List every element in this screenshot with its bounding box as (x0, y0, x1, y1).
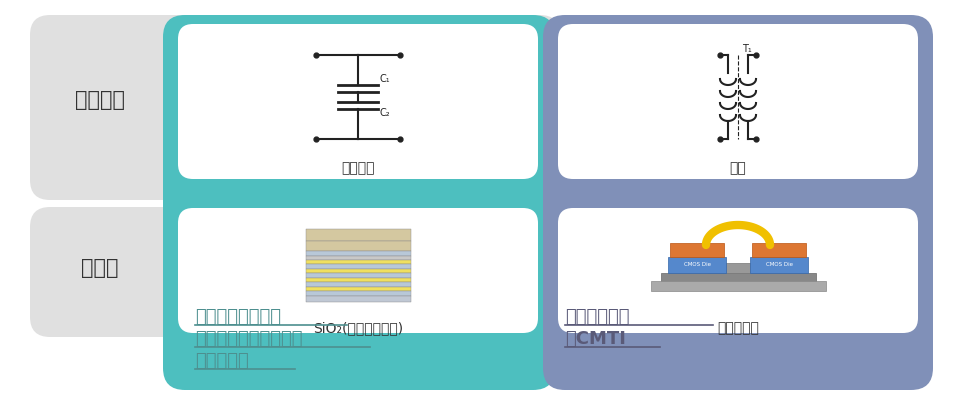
Text: 高速データレート: 高速データレート (195, 308, 281, 326)
Bar (306, 287, 411, 291)
Bar (670, 243, 724, 257)
FancyBboxPatch shape (30, 207, 560, 337)
Bar (306, 273, 411, 278)
FancyBboxPatch shape (163, 15, 555, 390)
Text: 結合方式: 結合方式 (75, 90, 125, 110)
Text: 高サージ耇圧: 高サージ耇圧 (565, 308, 630, 326)
Text: ポリイミド: ポリイミド (717, 321, 759, 335)
Text: Polyimide: Polyimide (725, 246, 752, 250)
Bar (668, 257, 726, 273)
Text: 絶縁材: 絶縁材 (82, 258, 119, 278)
FancyBboxPatch shape (178, 24, 538, 179)
Bar (306, 278, 411, 282)
Bar (750, 257, 808, 273)
Bar (306, 251, 411, 256)
Bar (661, 273, 816, 289)
Bar (306, 296, 411, 302)
Bar (752, 243, 806, 257)
FancyBboxPatch shape (30, 15, 560, 200)
Bar (306, 260, 411, 264)
Bar (306, 264, 411, 269)
Text: C₁: C₁ (380, 74, 391, 84)
Bar (306, 256, 411, 260)
FancyBboxPatch shape (558, 208, 918, 333)
Text: 高CMTI: 高CMTI (565, 330, 626, 348)
Bar (708, 263, 768, 273)
Text: 静電容量: 静電容量 (341, 161, 374, 175)
Text: 低ジッター: 低ジッター (195, 352, 249, 370)
Bar (306, 269, 411, 273)
Bar (651, 281, 826, 291)
FancyBboxPatch shape (558, 24, 918, 179)
Bar (306, 282, 411, 287)
FancyBboxPatch shape (178, 208, 538, 333)
Text: T₁: T₁ (742, 44, 752, 54)
Text: CMOS Die: CMOS Die (684, 262, 710, 268)
Bar (306, 241, 411, 251)
Bar (306, 229, 411, 241)
Bar (306, 291, 411, 296)
Text: CMOS Die: CMOS Die (765, 262, 793, 268)
Text: SiO₂(二酸化ケイ素): SiO₂(二酸化ケイ素) (313, 321, 403, 335)
Text: 低伝搬遅延、スキュー: 低伝搬遅延、スキュー (195, 330, 302, 348)
Text: C₂: C₂ (380, 108, 391, 118)
Text: 磁気: 磁気 (730, 161, 746, 175)
FancyBboxPatch shape (543, 15, 933, 390)
